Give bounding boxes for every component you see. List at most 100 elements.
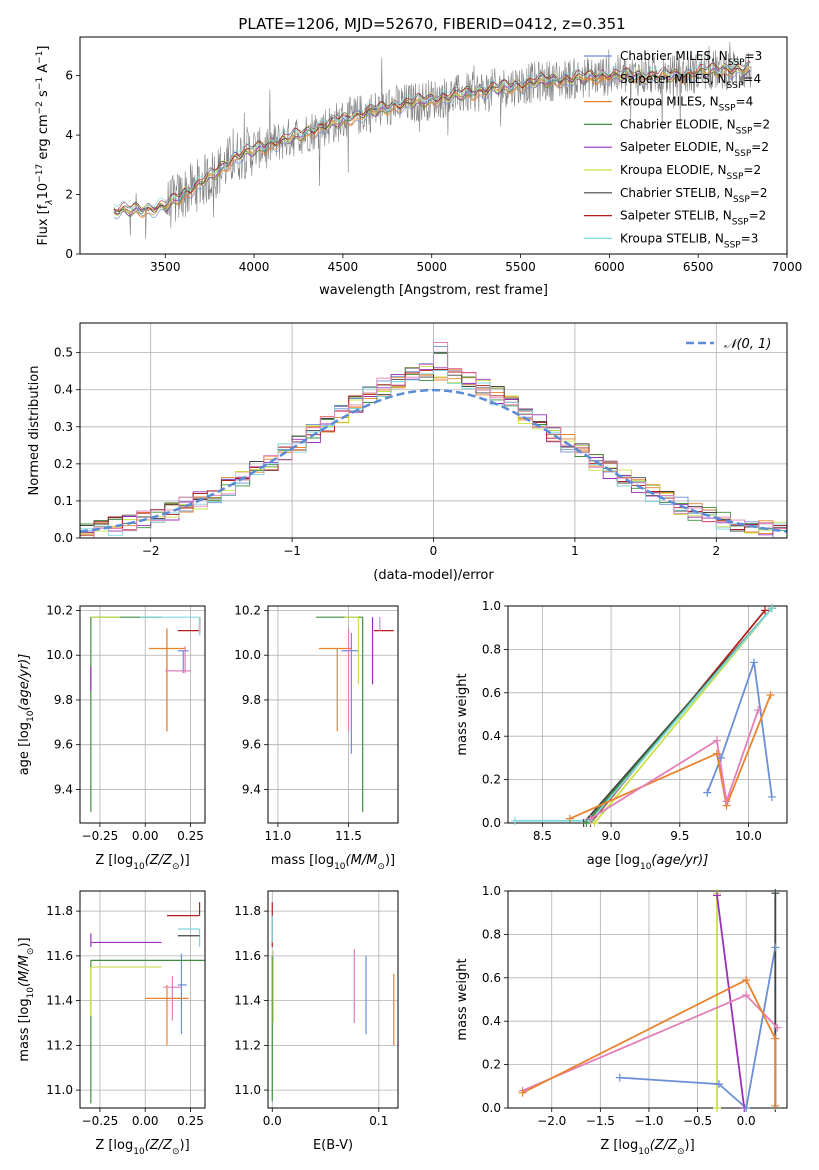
axes-frame — [507, 890, 788, 1109]
x-tick-label: 9.0 — [602, 829, 621, 843]
panel-spectrum: 3500 4000 4500 5000 5500 6000 6500 7000 0 2 4 6 Chab… — [35, 36, 802, 298]
gridlines — [508, 890, 787, 1109]
x-axis-label: Z [log10(Z/Z⊙)] — [95, 853, 189, 872]
y-tick-label: 0.0 — [482, 816, 501, 830]
data-point-marker — [518, 1088, 527, 1097]
x-tick-label: 0.25 — [177, 1114, 204, 1128]
histogram-kroupa_stelib — [80, 370, 787, 536]
legend-entry: 𝒩(0, 1) — [724, 337, 771, 352]
x-tick-label: 5500 — [505, 260, 536, 274]
figure-title: PLATE=1206, MJD=52670, FIBERID=0412, z=0… — [238, 15, 625, 33]
panel-age_Z: −0.25 0.00 0.25 9.4 9.6 9.8 10.0 10.2 Z [log10(Z… — [17, 603, 206, 872]
data-point-marker — [766, 690, 775, 699]
y-tick-label: 1.0 — [482, 884, 501, 898]
gridlines — [268, 606, 398, 823]
axes-frame — [507, 605, 788, 824]
data-point-marker — [750, 658, 759, 667]
y-tick-label: 11.2 — [46, 1038, 73, 1052]
data-point-marker — [713, 1104, 722, 1112]
x-axis-label: Z [log10(Z/Z⊙)] — [95, 1138, 189, 1157]
y-tick-label: 11.2 — [234, 1038, 261, 1052]
x-tick-label: −2.0 — [537, 1114, 566, 1128]
panel-mass_Z: −0.25 0.00 0.25 11.0 11.2 11.4 11.6 11.8 Z [log1… — [17, 890, 206, 1157]
axes-frame — [79, 890, 206, 1109]
legend-entry: Kroupa ELODIE, NSSP=2 — [620, 163, 761, 182]
plot-area — [90, 616, 201, 812]
data-point-marker — [742, 975, 751, 984]
x-tick-label: −2 — [142, 544, 160, 558]
y-tick-label: 11.6 — [234, 949, 261, 963]
y-axis-label: mass [log10(M/M⊙)] — [17, 937, 36, 1061]
axes-frame — [79, 36, 788, 255]
series-line-chabrier_miles — [706, 662, 773, 798]
y-tick-label: 10.2 — [46, 603, 73, 617]
plot-area — [522, 893, 778, 1108]
axes-frame — [267, 890, 399, 1109]
histogram-salpeter_stelib — [80, 369, 787, 536]
panel-mass_EBV: 0.0 0.1 11.0 11.2 11.4 11.6 11.8 E(B-V) — [234, 890, 399, 1153]
data-point-marker — [582, 819, 591, 827]
x-tick-label: 9.5 — [670, 829, 689, 843]
y-axis-label: Flux [fλ10−17 erg cm−2 s−1 A−1] — [35, 46, 55, 246]
y-tick-label: 11.6 — [46, 949, 73, 963]
legend: Chabrier MILES, NSSP=3 Salpeter MILES, NS… — [584, 49, 770, 250]
data-point-marker — [767, 792, 776, 801]
x-tick-label: 0.00 — [132, 829, 159, 843]
x-tick-label: 3500 — [150, 260, 181, 274]
data-point-marker — [773, 1023, 782, 1032]
y-tick-label: 10.0 — [46, 648, 73, 662]
data-point-marker — [586, 814, 595, 823]
x-axis-label: wavelength [Angstrom, rest frame] — [319, 283, 548, 298]
y-tick-label: 0.4 — [482, 729, 501, 743]
data-point-marker — [771, 1034, 780, 1043]
x-tick-label: 0 — [430, 544, 438, 558]
plot-area — [514, 607, 773, 823]
data-point-marker — [712, 736, 721, 745]
data-point-marker — [771, 1101, 780, 1110]
data-point-marker — [771, 889, 780, 898]
y-tick-label: 0.6 — [482, 686, 501, 700]
x-axis-label: mass [log10(M/M⊙)] — [271, 853, 395, 872]
x-tick-label: 11.5 — [335, 829, 362, 843]
y-tick-label: 0.4 — [482, 1014, 501, 1028]
x-tick-label: 0.1 — [369, 1114, 388, 1128]
series-line-pink — [590, 709, 759, 820]
y-tick-label: 9.4 — [242, 782, 261, 796]
x-axis-label: Z [log10(Z/Z⊙)] — [600, 1138, 694, 1157]
x-axis-label: (data-model)/error — [373, 568, 494, 583]
panel-residuals: −2 −1 0 1 2 0.0 0.1 0.2 0.3 0.4 0.5 𝒩(0, 1) (data-mo… — [27, 322, 788, 583]
panel-mw_age: 8.5 9.0 9.5 10.0 0.0 0.2 0.4 0.6 0.8 1.0 age [log1… — [455, 599, 788, 872]
series-line-pink — [522, 994, 778, 1092]
data-point-marker — [590, 819, 599, 827]
x-axis-label: age [log10(age/yr)] — [587, 853, 709, 872]
panel-age_mass: 11.0 11.5 9.4 9.6 9.8 10.0 10.2 mass [log10(M/M… — [234, 603, 399, 872]
legend-entry: Salpeter STELIB, NSSP=2 — [620, 209, 766, 228]
y-tick-label: 0.2 — [54, 457, 73, 471]
y-tick-label: 10.2 — [234, 603, 261, 617]
x-tick-label: 1 — [571, 544, 579, 558]
y-tick-label: 11.4 — [46, 994, 73, 1008]
panel-mw_Z: −2.0 −1.5 −1.0 −0.5 0.0 0.0 0.2 0.4 0.6 0.8 1.0 Z [… — [455, 884, 788, 1157]
x-tick-label: 0.25 — [177, 829, 204, 843]
data-point-marker — [722, 797, 731, 806]
y-tick-label: 9.8 — [54, 693, 73, 707]
y-tick-label: 6 — [65, 69, 73, 83]
data-point-marker — [703, 788, 712, 797]
x-axis-label: E(B-V) — [313, 1138, 353, 1153]
data-point-marker — [771, 943, 780, 952]
y-tick-label: 9.4 — [54, 782, 73, 796]
y-axis-label: mass weight — [455, 673, 470, 755]
normal-curve — [80, 388, 787, 533]
y-tick-label: 0 — [65, 247, 73, 261]
y-tick-label: 11.8 — [46, 904, 73, 918]
y-tick-label: 11.8 — [234, 904, 261, 918]
data-point-marker — [565, 814, 574, 823]
model-spectrum-chabrier_miles — [113, 67, 751, 220]
plot-area — [113, 42, 752, 239]
y-tick-label: 0.1 — [54, 494, 73, 508]
data-point-marker — [742, 991, 751, 1000]
legend-entry: Salpeter ELODIE, NSSP=2 — [620, 140, 769, 159]
data-point-marker — [754, 706, 763, 715]
data-point-marker — [615, 1073, 624, 1082]
y-tick-label: 4 — [65, 128, 73, 142]
